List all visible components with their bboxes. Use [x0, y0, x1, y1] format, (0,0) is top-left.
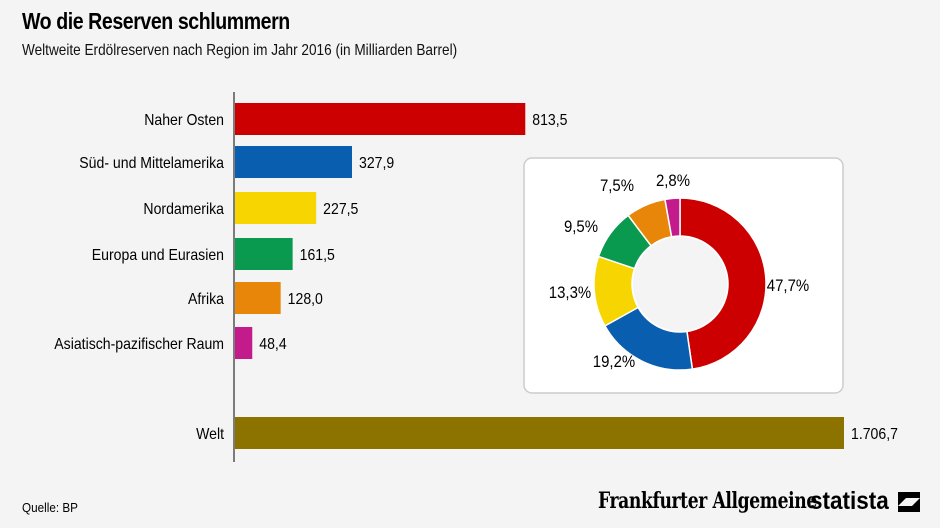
value-label: 813,5 [532, 111, 567, 129]
category-label: Naher Osten [144, 111, 224, 129]
statista-icon [898, 492, 920, 512]
bar [235, 327, 253, 359]
donut-slice [679, 197, 767, 370]
category-label: Welt [196, 425, 225, 443]
source: Quelle: BP [22, 500, 78, 515]
slice-label: 7,5% [600, 177, 634, 195]
bar [235, 146, 353, 178]
slice-label: 47,7% [767, 277, 809, 295]
bar [235, 192, 317, 224]
bar [235, 103, 526, 135]
statista-logo: statista [810, 487, 889, 515]
chart-subtitle: Weltweite Erdölreserven nach Region im J… [22, 42, 458, 59]
category-label: Asiatisch-pazifischer Raum [54, 335, 224, 353]
slice-label: 9,5% [564, 218, 598, 236]
value-label: 161,5 [300, 246, 335, 264]
value-label: 1.706,7 [851, 425, 898, 443]
value-label: 48,4 [259, 335, 286, 353]
slice-label: 19,2% [593, 353, 635, 371]
donut-slice [664, 197, 681, 238]
value-label: 327,9 [359, 154, 394, 172]
category-label: Europa und Eurasien [92, 246, 224, 264]
category-label: Süd- und Mittelamerika [79, 154, 224, 172]
slice-label: 13,3% [549, 284, 591, 302]
chart-title: Wo die Reserven schlummern [22, 8, 290, 34]
bar [235, 417, 844, 449]
category-label: Afrika [188, 290, 225, 308]
donut-hole [633, 237, 727, 331]
faz-logo: Frankfurter Allgemeine [598, 488, 817, 514]
value-label: 128,0 [288, 290, 323, 308]
slice-label: 2,8% [656, 172, 690, 190]
bar [235, 282, 281, 314]
category-label: Nordamerika [143, 200, 224, 218]
bar [235, 238, 293, 270]
value-label: 227,5 [323, 200, 358, 218]
